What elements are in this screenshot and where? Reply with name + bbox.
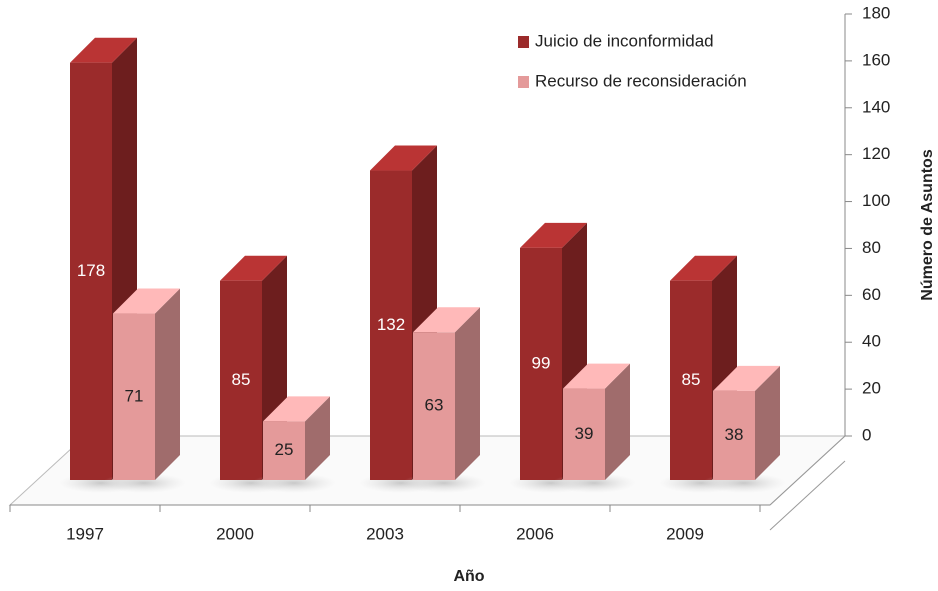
bar-top: [413, 307, 480, 333]
data-label: 85: [232, 370, 251, 389]
y-axis-title: Número de Asuntos: [919, 149, 936, 301]
y-tick-label: 60: [862, 285, 881, 304]
y-tick-label: 40: [862, 332, 881, 351]
floor-edge: [769, 435, 846, 506]
x-tick-label: 2003: [366, 524, 404, 543]
x-axis-title: Año: [453, 568, 484, 585]
bar: [70, 62, 112, 480]
legend-label: Recurso de reconsideración: [535, 71, 747, 90]
data-label: 25: [275, 440, 294, 459]
bar-top: [263, 396, 330, 422]
bar: [670, 280, 712, 480]
legend-swatch: [518, 36, 529, 48]
bar-side: [455, 307, 480, 480]
bar-top: [70, 37, 137, 63]
bar-side: [305, 396, 330, 480]
bar-side: [155, 288, 180, 480]
x-tick-label: 1997: [66, 524, 104, 543]
bar-top: [713, 365, 780, 391]
data-label: 38: [725, 425, 744, 444]
y-tick-label: 160: [862, 50, 890, 69]
legend-swatch: [518, 76, 529, 88]
x-tick-label: 2000: [216, 524, 254, 543]
bar-side: [605, 363, 630, 480]
data-label: 99: [532, 353, 551, 372]
y-tick-label: 20: [862, 379, 881, 398]
data-label: 85: [682, 370, 701, 389]
y-tick-label: 80: [862, 238, 881, 257]
x-tick-label: 2009: [666, 524, 704, 543]
bar-side: [755, 365, 780, 480]
y-tick-label: 140: [862, 97, 890, 116]
bar: [220, 280, 262, 480]
bar-top: [563, 363, 630, 389]
bar-top: [370, 145, 437, 171]
bar-top: [670, 255, 737, 281]
data-label: 71: [125, 386, 144, 405]
legend-label: Juicio de inconformidad: [535, 31, 714, 50]
bar: [413, 332, 455, 480]
bar-top: [220, 255, 287, 281]
data-label: 39: [575, 424, 594, 443]
data-label: 132: [377, 315, 405, 334]
bar: [370, 170, 412, 481]
floor-edge: [769, 460, 846, 531]
data-label: 63: [425, 396, 444, 415]
y-tick-label: 0: [862, 425, 871, 444]
bar-top: [113, 288, 180, 314]
bar: [263, 421, 305, 480]
y-tick-label: 180: [862, 3, 890, 22]
bar: [713, 390, 755, 480]
bar: [520, 247, 562, 480]
bar: [113, 313, 155, 480]
bar: [563, 388, 605, 480]
y-tick-label: 100: [862, 191, 890, 210]
bar-top: [520, 222, 587, 248]
x-tick-label: 2006: [516, 524, 554, 543]
data-label: 178: [77, 261, 105, 280]
y-tick-label: 120: [862, 144, 890, 163]
